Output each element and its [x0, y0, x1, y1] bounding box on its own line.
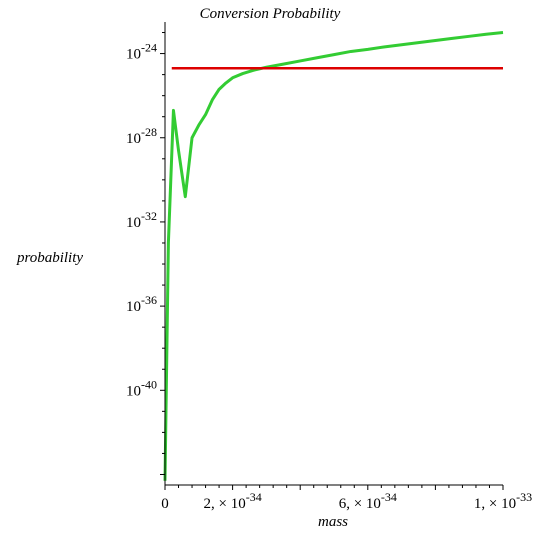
y-tick-label: 10-28	[126, 125, 157, 147]
chart-title: Conversion Probability	[200, 6, 341, 22]
x-tick-label: 1, × 10-33	[474, 490, 532, 512]
x-axis-label: mass	[318, 514, 348, 530]
tick-marks	[160, 32, 504, 490]
y-axis-label: probability	[16, 250, 83, 266]
x-tick-label: 2, × 10-34	[203, 490, 261, 512]
series-layer	[163, 31, 504, 481]
y-tick-label: 10-36	[126, 293, 157, 315]
y-tick-label: 10-40	[126, 377, 157, 399]
x-tick-labels: 0 2, × 10-34 6, × 10-34 1, × 10-33	[161, 490, 532, 512]
x-tick-label: 6, × 10-34	[339, 490, 397, 512]
x-tick-label: 0	[161, 496, 169, 512]
y-tick-label: 10-32	[126, 209, 157, 231]
y-tick-label: 10-24	[126, 41, 157, 63]
series-line-probability	[163, 31, 504, 481]
y-tick-labels: 10-24 10-28 10-32 10-36 10-40	[126, 41, 157, 400]
